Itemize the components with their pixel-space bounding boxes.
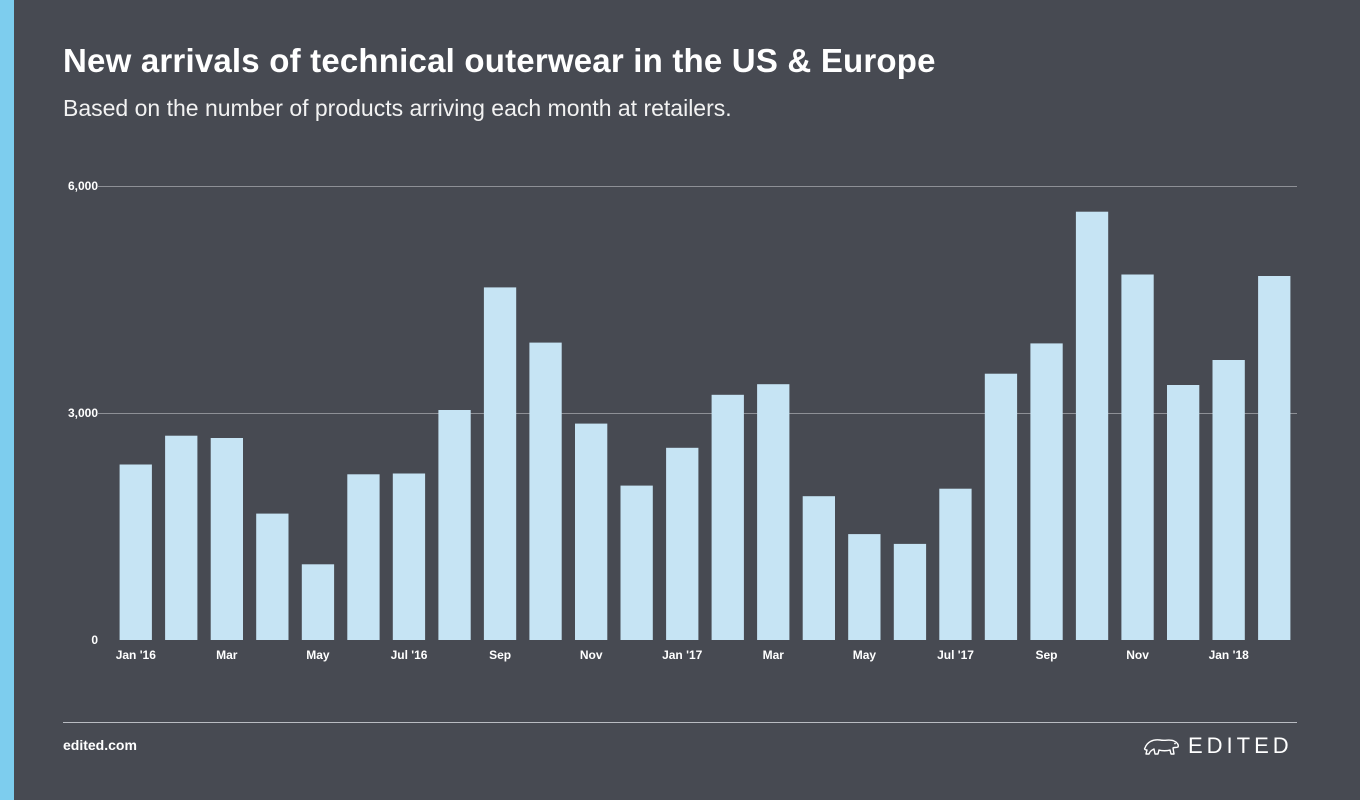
x-tick-label: Sep	[1035, 648, 1057, 662]
bar[interactable]: Aug: 3520	[984, 373, 1018, 640]
x-tick-label: Jan '18	[1209, 648, 1250, 662]
bar[interactable]: Jul '16: 2200	[392, 473, 426, 641]
polar-bear-icon	[1143, 739, 1179, 755]
bar[interactable]: Jan '16: 2320	[119, 464, 152, 641]
bar[interactable]: Feb: 4810	[1258, 276, 1291, 640]
y-axis-ticks: 0 3,000 6,000	[68, 179, 98, 647]
bar[interactable]: Sep: 3920	[1030, 343, 1063, 640]
x-tick-label: Jan '16	[116, 648, 157, 662]
bar[interactable]: Jan '17: 2540	[666, 447, 699, 640]
x-tick-label: Mar	[216, 648, 238, 662]
gridlines	[98, 186, 1297, 414]
bar[interactable]: Aug: 3040	[438, 410, 471, 640]
brand-name: EDITED	[1188, 733, 1293, 758]
bar[interactable]: Nov: 2860	[575, 423, 608, 640]
bar[interactable]: Oct: 3930	[529, 342, 562, 640]
y-tick-label: 3,000	[68, 406, 98, 420]
bar[interactable]: May: 1000	[301, 564, 335, 640]
x-tick-label: Nov	[580, 648, 603, 662]
bar[interactable]: Dec: 3370	[1167, 385, 1200, 640]
chart-title: New arrivals of technical outerwear in t…	[63, 42, 936, 79]
bar[interactable]: Mar: 3380	[757, 384, 790, 640]
bar[interactable]: Nov: 4830	[1121, 274, 1154, 641]
bar[interactable]: Apr: 1670	[256, 513, 289, 640]
bar[interactable]: Jul '17: 2000	[939, 488, 972, 640]
bar[interactable]: Dec: 2040	[620, 485, 653, 640]
x-tick-label: Sep	[489, 648, 511, 662]
bar[interactable]: Jan '18: 3700	[1212, 360, 1245, 640]
accent-bar	[0, 0, 14, 800]
x-tick-label: Mar	[763, 648, 785, 662]
x-tick-label: Jan '17	[662, 648, 703, 662]
x-axis-ticks: Jan '16 Mar May Jul '16 Sep Nov Jan '17 Mar May J…	[116, 648, 1249, 662]
x-tick-label: May	[853, 648, 877, 662]
brand-logo[interactable]: EDITED	[1142, 733, 1293, 759]
chart-subtitle: Based on the number of products arriving…	[63, 95, 732, 121]
bar[interactable]: Apr: 1900	[802, 496, 835, 640]
x-tick-label: May	[306, 648, 330, 662]
bars: Jan '16: 2320 Feb: 2700 Mar: 2670 Apr: 1670…	[119, 211, 1291, 641]
bar[interactable]: Jun: 2190	[347, 474, 380, 640]
bar[interactable]: Jun: 1270	[893, 543, 927, 640]
y-tick-label: 0	[91, 633, 98, 647]
bar[interactable]: Mar: 2670	[210, 438, 243, 640]
footer-divider	[63, 722, 1297, 723]
bar[interactable]: Sep: 4660	[483, 287, 517, 640]
x-tick-label: Jul '16	[391, 648, 428, 662]
bar[interactable]: Feb: 3240	[711, 394, 744, 640]
footer-url[interactable]: edited.com	[63, 737, 137, 753]
x-tick-label: Jul '17	[937, 648, 974, 662]
bar[interactable]: May: 1400	[848, 534, 881, 640]
bar[interactable]: Oct: 5660	[1075, 211, 1109, 640]
x-tick-label: Nov	[1126, 648, 1149, 662]
bar[interactable]: Feb: 2700	[165, 435, 198, 640]
y-tick-label: 6,000	[68, 179, 98, 193]
